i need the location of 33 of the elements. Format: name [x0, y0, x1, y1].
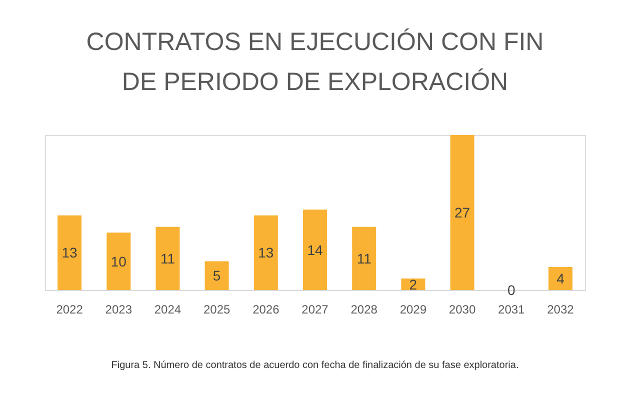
- bar: [548, 267, 572, 290]
- data-label: 5: [212, 268, 221, 284]
- bar: [106, 232, 131, 290]
- x-tick-label: 2028: [350, 302, 378, 316]
- data-label: 14: [307, 242, 323, 258]
- bar: [450, 135, 474, 290]
- data-label: 11: [356, 250, 372, 266]
- data-label: 2: [409, 276, 418, 292]
- data-label: 27: [454, 204, 470, 220]
- x-tick-label: 2027: [302, 302, 329, 316]
- bar: [156, 226, 180, 290]
- data-label: 13: [62, 244, 78, 261]
- x-tick-label: 2030: [448, 302, 476, 316]
- x-tick-label: 2025: [203, 302, 230, 316]
- x-tick-label: 2026: [252, 302, 280, 316]
- data-label: 4: [556, 270, 565, 287]
- bar: [303, 210, 327, 290]
- x-tick-label: 2024: [154, 302, 182, 316]
- text: Figura 5. Número de contratos de acuerdo con fecha de finalización de su fase exploratoria.: [111, 360, 519, 371]
- x-tick-label: 2031: [498, 302, 526, 316]
- data-label: 0: [507, 282, 516, 298]
- x-tick-label: 2032: [547, 302, 574, 316]
- bar: [254, 215, 278, 290]
- bar: [352, 226, 376, 290]
- x-tick-label: 2023: [105, 302, 132, 316]
- chart-title: CONTRATOS EN EJECUCIÓN CON FIN DE PERIODO DE EXPLORACIÓN: [86, 28, 544, 96]
- data-label: 11: [160, 250, 176, 266]
- x-tick-label: 2029: [400, 302, 427, 316]
- bar: [58, 215, 82, 290]
- x-tick-label: 2022: [56, 302, 84, 316]
- data-label: 10: [110, 253, 127, 270]
- bar: [204, 261, 229, 290]
- data-label: 13: [258, 244, 274, 261]
